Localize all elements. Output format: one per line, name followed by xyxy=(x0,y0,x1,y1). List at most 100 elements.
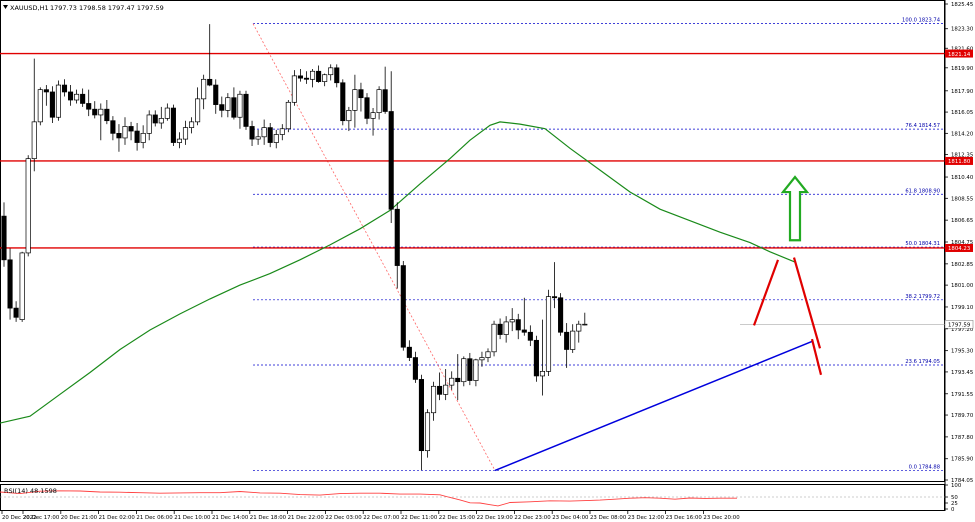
chart-header-ohlc: 1797.73 1798.58 1797.47 1797.59 xyxy=(50,4,164,12)
price-tick-label: 1817.90 xyxy=(951,89,974,95)
bull-candle-body xyxy=(346,110,352,122)
candle xyxy=(231,87,237,120)
bear-candle-body xyxy=(521,329,527,333)
candle xyxy=(267,123,273,148)
time-tick-label: 23 Dec 04:00 xyxy=(552,515,589,521)
bull-candle-body xyxy=(176,138,183,143)
candle xyxy=(261,119,267,145)
bear-candle-body xyxy=(61,84,68,93)
bear-candle-body xyxy=(527,331,533,341)
price-tag xyxy=(945,156,973,165)
bull-candle-body xyxy=(461,358,467,383)
bull-candle-body xyxy=(291,75,297,103)
candle xyxy=(98,103,104,141)
candle xyxy=(31,58,37,172)
bear-candle-body xyxy=(406,346,412,358)
price-tick-label: 1791.55 xyxy=(951,392,973,398)
rsi-line xyxy=(0,490,737,507)
bull-candle-body xyxy=(449,377,455,386)
bear-candle-body xyxy=(564,331,570,350)
candle xyxy=(195,87,201,126)
bear-candle-body xyxy=(152,114,158,124)
bull-candle-body xyxy=(195,98,201,123)
bear-candle-body xyxy=(92,108,98,116)
candle xyxy=(382,66,388,114)
candle xyxy=(515,313,521,340)
fib-level-label: 0.0 1784.88 xyxy=(909,464,940,470)
candle xyxy=(201,74,207,110)
candle xyxy=(110,116,116,141)
candle xyxy=(352,74,358,128)
candle xyxy=(225,93,231,118)
support-trendline xyxy=(494,340,813,472)
bear-candle-body xyxy=(400,265,406,348)
candle xyxy=(328,64,334,81)
time-tick-label: 22 Dec 19:00 xyxy=(477,515,514,521)
price-tick-label: 1785.90 xyxy=(951,457,974,463)
bull-candle-body xyxy=(485,351,491,358)
candle xyxy=(503,316,509,343)
candle xyxy=(437,372,443,401)
projection-line xyxy=(792,257,822,349)
candle xyxy=(431,381,437,421)
price-tick-label: 1787.80 xyxy=(951,435,974,441)
time-tick-label: 21 Dec 22:00 xyxy=(288,515,325,521)
fib-level-label: 23.6 1794.05 xyxy=(905,359,940,365)
candle xyxy=(13,301,19,322)
bull-candle-body xyxy=(122,126,128,139)
time-tick-label: 20 Dec 2022 xyxy=(2,515,36,521)
candle xyxy=(310,68,316,88)
bear-candle-body xyxy=(116,132,122,139)
price-tag xyxy=(945,49,973,58)
time-tick-label: 23 Dec 08:00 xyxy=(590,515,627,521)
price-tick-label: 1806.65 xyxy=(951,218,973,224)
bull-candle-body xyxy=(74,93,80,101)
bull-candle-body xyxy=(140,132,146,143)
bear-candle-body xyxy=(551,296,558,299)
candle xyxy=(80,88,86,107)
bull-candle-body xyxy=(225,97,231,111)
bull-candle-body xyxy=(424,412,431,452)
candle xyxy=(134,123,140,151)
candle xyxy=(443,369,449,401)
bull-candle-body xyxy=(545,296,552,372)
candle xyxy=(152,110,158,127)
bull-candle-body xyxy=(310,70,316,80)
time-tick-label: 22 Dec 15:00 xyxy=(439,515,476,521)
bull-candle-body xyxy=(189,121,195,128)
price-tick-label: 1802.85 xyxy=(951,262,973,268)
bear-candle-body xyxy=(394,208,400,266)
candle xyxy=(533,335,539,382)
time-tick-label: 22 Dec 07:00 xyxy=(363,515,400,521)
candle xyxy=(207,24,213,87)
candle xyxy=(582,312,588,326)
candle xyxy=(189,117,195,134)
fibonacci-levels: 100.0 1823.74 76.4 1814.57 61.8 1808.90 50.… xyxy=(252,18,945,471)
candle xyxy=(213,79,219,114)
projection-line xyxy=(810,338,823,376)
candle xyxy=(122,117,128,145)
candle xyxy=(219,96,225,118)
price-tags: 1821.14 1811.80 1804.23 1797.59 xyxy=(944,49,974,329)
candle xyxy=(545,289,552,376)
candle xyxy=(140,125,146,149)
candle xyxy=(322,73,328,87)
time-tick-label: 23 Dec 12:00 xyxy=(628,515,665,521)
candle xyxy=(461,356,467,387)
candle xyxy=(158,106,164,129)
candle xyxy=(316,65,322,83)
candle xyxy=(104,100,110,125)
bull-candle-body xyxy=(273,134,279,143)
time-tick-label: 21 Dec 18:00 xyxy=(250,515,287,521)
bull-candle-body xyxy=(201,78,207,100)
rsi-tick-label: 50 xyxy=(951,495,958,501)
candle xyxy=(7,248,13,320)
bull-candle-body xyxy=(25,158,31,254)
candle xyxy=(358,82,364,112)
candle xyxy=(49,86,55,123)
bear-candle-body xyxy=(455,377,461,383)
bull-candle-body xyxy=(376,89,382,114)
bull-candle-body xyxy=(255,136,261,140)
bull-candle-body xyxy=(473,359,479,381)
